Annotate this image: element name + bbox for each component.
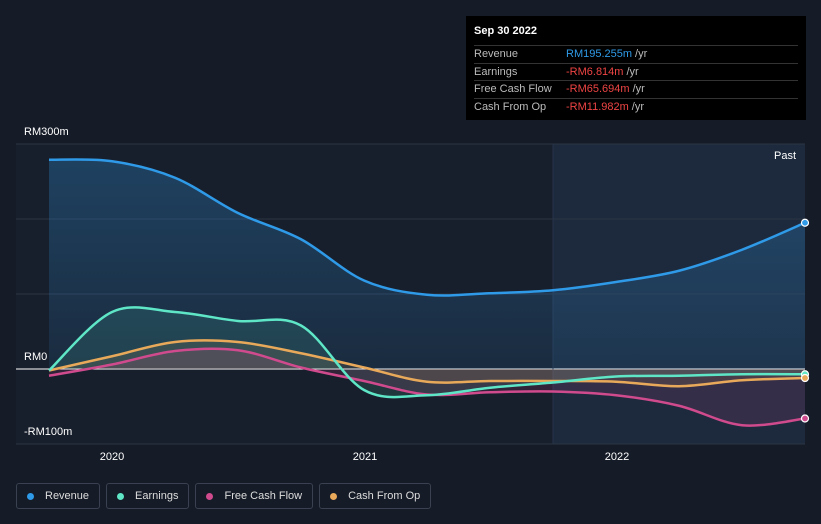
tooltip-unit: /yr xyxy=(631,100,644,113)
free-cash-flow-line xyxy=(48,347,806,427)
revenue-end-point xyxy=(800,218,810,227)
free-cash-flow-area xyxy=(49,348,805,426)
revenue-line xyxy=(48,158,806,297)
revenue-dot-icon xyxy=(27,492,34,500)
earnings-dot-icon xyxy=(117,492,125,500)
cash-from-op-line xyxy=(48,339,806,388)
legend: Revenue Earnings Free Cash Flow Cash Fro… xyxy=(16,483,432,509)
y-label-bottom: -RM100m xyxy=(24,426,73,438)
tooltip-unit: /yr xyxy=(635,48,648,61)
tooltip-label: Cash From Op xyxy=(474,100,547,113)
x-label-2022: 2022 xyxy=(604,451,630,463)
legend-item-revenue[interactable]: Revenue xyxy=(16,483,101,509)
cash-from-op-end-point xyxy=(800,373,810,383)
past-label: Past xyxy=(774,150,797,162)
tooltip-label: Revenue xyxy=(474,48,519,61)
free-cash-flow-dot-icon xyxy=(206,492,214,500)
tooltip-value: -RM65.694m xyxy=(566,83,630,96)
legend-label: Free Cash Flow xyxy=(224,490,303,502)
y-label-top: RM300m xyxy=(24,126,69,138)
earnings-line xyxy=(48,306,806,399)
tooltip-value: -RM11.982m xyxy=(566,100,629,113)
tooltip-value: RM195.255m xyxy=(566,48,633,61)
tooltip-unit: /yr xyxy=(626,65,639,78)
tooltip-row-earnings: Earnings -RM6.814m /yr xyxy=(474,62,798,81)
cash-from-op-area xyxy=(49,340,805,387)
legend-item-cash-from-op[interactable]: Cash From Op xyxy=(319,483,432,509)
tooltip-value: -RM6.814m xyxy=(566,65,624,78)
cash-from-op-dot-icon xyxy=(330,492,338,500)
earnings-area xyxy=(49,307,805,398)
tooltip-label: Free Cash Flow xyxy=(474,83,552,96)
tooltip-row-fcf: Free Cash Flow -RM65.694m /yr xyxy=(474,80,798,98)
tooltip-date: Sep 30 2022 xyxy=(474,25,537,37)
legend-item-free-cash-flow[interactable]: Free Cash Flow xyxy=(195,483,314,509)
legend-label: Cash From Op xyxy=(348,490,421,502)
y-label-zero: RM0 xyxy=(24,351,48,363)
tooltip: Sep 30 2022 Revenue RM195.255m /yr Earni… xyxy=(466,16,806,120)
revenue-area xyxy=(49,159,805,369)
legend-item-earnings[interactable]: Earnings xyxy=(106,483,190,509)
x-label-2020: 2020 xyxy=(99,451,125,463)
tooltip-label: Earnings xyxy=(474,65,518,78)
tooltip-row-cfo: Cash From Op -RM11.982m /yr xyxy=(474,97,798,116)
x-label-2021: 2021 xyxy=(352,451,378,463)
tooltip-unit: /yr xyxy=(632,83,645,96)
tooltip-row-revenue: Revenue RM195.255m /yr xyxy=(474,45,798,63)
legend-label: Revenue xyxy=(45,490,90,502)
free-cash-flow-end-point xyxy=(800,414,810,423)
legend-label: Earnings xyxy=(135,490,179,502)
